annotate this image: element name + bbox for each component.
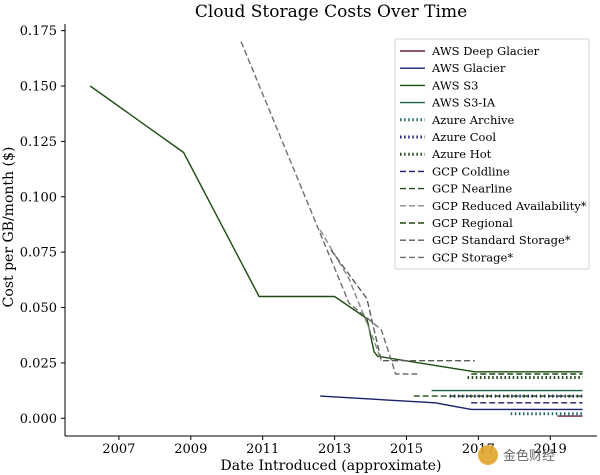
legend-label: GCP Storage* (432, 250, 513, 264)
legend-label: Azure Archive (431, 113, 515, 127)
x-axis-title: Date Introduced (approximate) (221, 458, 442, 474)
legend: AWS Deep Glacier AWS Glacier AWS S3 AWS S3-… (394, 38, 590, 270)
legend-entry: GCP Standard Storage* (400, 233, 571, 247)
x-tick-label: 2015 (390, 442, 423, 457)
legend-label: GCP Nearline (432, 182, 512, 196)
legend-label: Azure Hot (431, 147, 492, 161)
y-axis-ticks: 0.000 0.025 0.050 0.075 0.100 0.125 0.150 0.175 (20, 24, 65, 427)
x-tick-label: 2019 (534, 442, 567, 457)
series-line-gcp-standard-storage (330, 249, 475, 362)
y-tick-label: 0.000 (20, 412, 57, 427)
y-tick-label: 0.175 (20, 24, 57, 39)
legend-entry: AWS Glacier (400, 61, 506, 75)
legend-label: GCP Coldline (432, 164, 510, 178)
x-tick-label: 2011 (246, 442, 279, 457)
legend-entry: Azure Hot (400, 147, 492, 161)
legend-label: GCP Standard Storage* (432, 233, 571, 247)
y-tick-label: 0.125 (20, 135, 57, 150)
legend-entry: GCP Storage* (400, 250, 513, 264)
y-tick-label: 0.025 (20, 356, 57, 371)
legend-entry: GCP Reduced Availability* (400, 199, 587, 213)
x-tick-label: 2007 (102, 442, 135, 457)
x-tick-label: 2013 (318, 442, 351, 457)
y-tick-label: 0.150 (20, 80, 57, 95)
legend-entry: Azure Cool (400, 130, 496, 144)
series-line-aws-glacier (320, 395, 583, 411)
y-axis-title: Cost per GB/month ($) (1, 147, 17, 308)
legend-label: Azure Cool (431, 130, 496, 144)
watermark-text: 金色财经 (503, 448, 555, 464)
legend-label: AWS S3-IA (431, 96, 496, 110)
x-tick-label: 2009 (174, 442, 207, 457)
legend-label: AWS Deep Glacier (431, 44, 540, 58)
legend-label: GCP Reduced Availability* (432, 199, 587, 213)
x-axis-ticks: 2007 2009 2011 2013 2015 2017 2019 (102, 436, 567, 457)
legend-box (394, 38, 590, 270)
y-tick-label: 0.050 (20, 301, 57, 316)
legend-entry: GCP Regional (400, 216, 513, 230)
legend-label: GCP Regional (432, 216, 513, 230)
legend-label: AWS Glacier (431, 61, 506, 75)
legend-entry: AWS S3-IA (400, 96, 496, 110)
legend-label: AWS S3 (431, 78, 478, 92)
legend-entry: GCP Coldline (400, 164, 510, 178)
chart-title: Cloud Storage Costs Over Time (195, 2, 467, 22)
series-line-gcp-storage (240, 41, 418, 375)
legend-entry: Azure Archive (400, 113, 515, 127)
legend-entry: AWS Deep Glacier (400, 44, 540, 58)
plot-area (89, 41, 583, 417)
watermark-logo-icon (478, 445, 498, 465)
legend-entry: GCP Nearline (400, 182, 512, 196)
y-tick-label: 0.100 (20, 190, 57, 205)
legend-entry: AWS S3 (400, 78, 478, 92)
y-tick-label: 0.075 (20, 246, 57, 261)
watermark: 金色财经 (478, 445, 555, 465)
